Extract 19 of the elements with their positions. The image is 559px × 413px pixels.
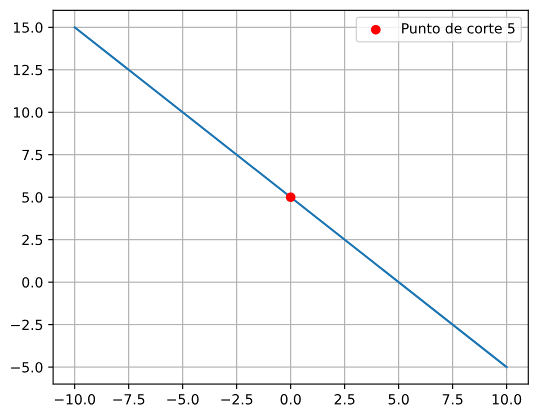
y-tick-label: 2.5 (22, 234, 42, 246)
x-tick-label: −2.5 (221, 394, 252, 405)
y-tick-label: 10.0 (14, 107, 42, 118)
x-tick-label: 5.0 (388, 394, 409, 405)
x-tick-label: −5.0 (167, 394, 199, 405)
x-tick-label: 0.0 (280, 394, 301, 405)
y-tick-label: −2.5 (11, 320, 42, 330)
y-tick-label: 12.5 (14, 64, 42, 76)
x-tick-label: 2.5 (334, 394, 355, 405)
x-tick-label: −7.5 (113, 394, 144, 405)
legend-label: Punto de corte 5 (402, 22, 515, 34)
y-tick-label: 15.0 (14, 22, 42, 33)
y-tick-label: 0.0 (22, 277, 42, 288)
x-tick-label: 7.5 (442, 394, 462, 405)
x-tick-label: −10.0 (54, 394, 96, 405)
y-tick-label: 7.5 (22, 150, 42, 160)
y-tick-label: 5.0 (22, 192, 42, 203)
y-tick-label: −5.0 (11, 362, 42, 373)
x-tick-label: 10.0 (492, 394, 522, 405)
